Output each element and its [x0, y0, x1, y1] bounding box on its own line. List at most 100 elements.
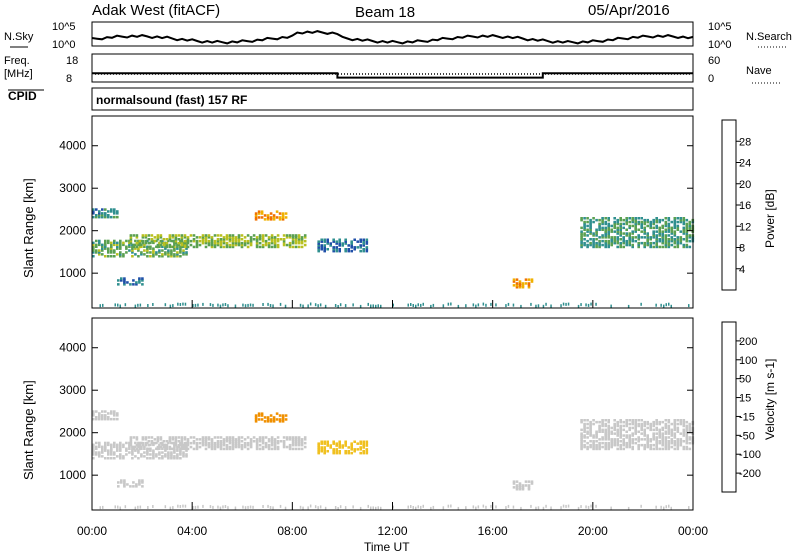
- heatmap-cell-362: [243, 243, 247, 247]
- heatmap-cell-665: [589, 218, 592, 222]
- heatmap-cell-937: [667, 430, 671, 433]
- heatmap-cell-68: [125, 441, 128, 445]
- heatmap-cell-59: [119, 241, 122, 245]
- heatmap-cell-53: [119, 255, 122, 258]
- heatmap-cell-698: [601, 228, 604, 231]
- heatmap-cell-1047: [99, 506, 101, 510]
- heatmap-cell-541: [323, 440, 326, 443]
- heatmap-cell-1011: [688, 234, 692, 237]
- heatmap-cell-1050: [117, 303, 119, 307]
- heatmap-cell-636: [583, 443, 586, 447]
- heatmap-cell-691: [598, 224, 601, 228]
- heatmap-cell-292: [204, 238, 208, 241]
- heatmap-cell-587: [359, 240, 362, 243]
- heatmap-cell-892: [655, 224, 658, 228]
- heatmap-cell-947: [670, 434, 674, 437]
- heatmap-cell-141: [167, 251, 170, 254]
- heatmap-cell-170: [179, 239, 182, 243]
- heatmap-cell-67: [125, 245, 128, 248]
- heatmap-cell-686: [598, 241, 601, 245]
- heatmap-cell-1036: [129, 485, 132, 488]
- heatmap-cell-687: [598, 441, 601, 445]
- heatmap-cell-808: [631, 438, 634, 441]
- heatmap-cell-784: [625, 443, 628, 447]
- heatmap-cell-202: [141, 438, 145, 441]
- heatmap-cell-998: [685, 440, 689, 443]
- heatmap-cell-901: [658, 432, 661, 435]
- heatmap-cell-397: [264, 436, 268, 439]
- heatmap-cell-503: [98, 210, 101, 213]
- heatmap-cell-75: [131, 251, 134, 254]
- heatmap-cell-205: [144, 441, 148, 445]
- heatmap-cell-1123: [472, 303, 475, 307]
- heatmap-cell-1050: [117, 505, 119, 509]
- heatmap-cell-671: [592, 234, 595, 237]
- heatmap-cell-570: [344, 238, 347, 241]
- heatmap-cell-895: [655, 419, 658, 422]
- heatmap-cell-265: [186, 443, 190, 447]
- heatmap-cell-107: [149, 247, 152, 250]
- heatmap-cell-159: [176, 455, 179, 458]
- heatmap-cell-186: [129, 238, 133, 241]
- heatmap-cell-516: [110, 210, 113, 213]
- heatmap-cell-79: [131, 243, 134, 247]
- heatmap-cell-583: [356, 442, 359, 445]
- heatmap-cell-261: [183, 441, 187, 445]
- heatmap-cell-273: [192, 239, 196, 243]
- heatmap-cell-1158: [670, 304, 672, 308]
- heatmap-cell-579: [353, 248, 356, 251]
- heatmap-cell-355: [237, 438, 241, 441]
- heatmap-cell-376: [252, 234, 256, 237]
- heatmap-cell-303: [210, 441, 214, 445]
- heatmap-cell-334: [228, 243, 232, 247]
- heatmap-cell-137: [164, 243, 167, 247]
- heatmap-cell-971: [676, 430, 680, 433]
- heatmap-cell-1076: [234, 304, 237, 308]
- heatmap-cell-826: [637, 445, 640, 449]
- heatmap-cell-445: [294, 234, 298, 237]
- heatmap-cell-765: [619, 234, 622, 237]
- heatmap-cell-213: [150, 440, 154, 443]
- heatmap-cell-857: [646, 440, 649, 443]
- heatmap-cell-734: [610, 238, 613, 241]
- heatmap-cell-552: [332, 440, 335, 443]
- heatmap-cell-458: [303, 441, 307, 445]
- heatmap-cell-91: [140, 453, 143, 456]
- heatmap-cell-118: [155, 251, 158, 254]
- heatmap-cell-399: [267, 445, 271, 449]
- heatmap-cell-1131: [507, 504, 510, 508]
- heatmap-cell-722: [607, 234, 610, 237]
- heatmap-cell-599: [365, 240, 369, 243]
- freq-unit-label: [MHz]: [4, 68, 33, 80]
- heatmap-cell-183: [185, 441, 188, 445]
- heatmap-cell-189: [132, 245, 136, 249]
- heatmap-cell-1055: [139, 505, 142, 509]
- heatmap-cell-631: [580, 432, 583, 435]
- heatmap-cell-340: [231, 243, 235, 247]
- heatmap-cell-666: [592, 245, 595, 249]
- heatmap-cell-240: [171, 438, 175, 441]
- heatmap-cell-23: [104, 457, 107, 460]
- heatmap-cell-868: [649, 438, 652, 441]
- heatmap-cell-328: [225, 445, 229, 449]
- heatmap-cell-851: [643, 424, 646, 428]
- heatmap-cell-347: [234, 443, 238, 447]
- heatmap-cell-225: [159, 234, 163, 237]
- heatmap-cell-106: [149, 251, 152, 254]
- heatmap-cell-755: [616, 230, 619, 233]
- heatmap-cell-967: [676, 443, 680, 447]
- heatmap-cell-762: [619, 243, 622, 247]
- heatmap-cell-917: [664, 447, 668, 451]
- heatmap-cell-148: [170, 447, 173, 450]
- heatmap-cell-286: [201, 440, 205, 443]
- heatmap-cell-253: [180, 241, 184, 245]
- heatmap-cell-519: [113, 212, 116, 215]
- heatmap-cell-666: [592, 447, 595, 451]
- heatmap-cell-903: [658, 226, 661, 230]
- heatmap-cell-131: [161, 241, 164, 245]
- heatmap-cell-992: [682, 220, 686, 224]
- heatmap-cell-382: [255, 236, 259, 239]
- heatmap-cell-760: [616, 420, 619, 424]
- heatmap-cell-453: [300, 443, 304, 447]
- heatmap-cell-77: [131, 247, 134, 250]
